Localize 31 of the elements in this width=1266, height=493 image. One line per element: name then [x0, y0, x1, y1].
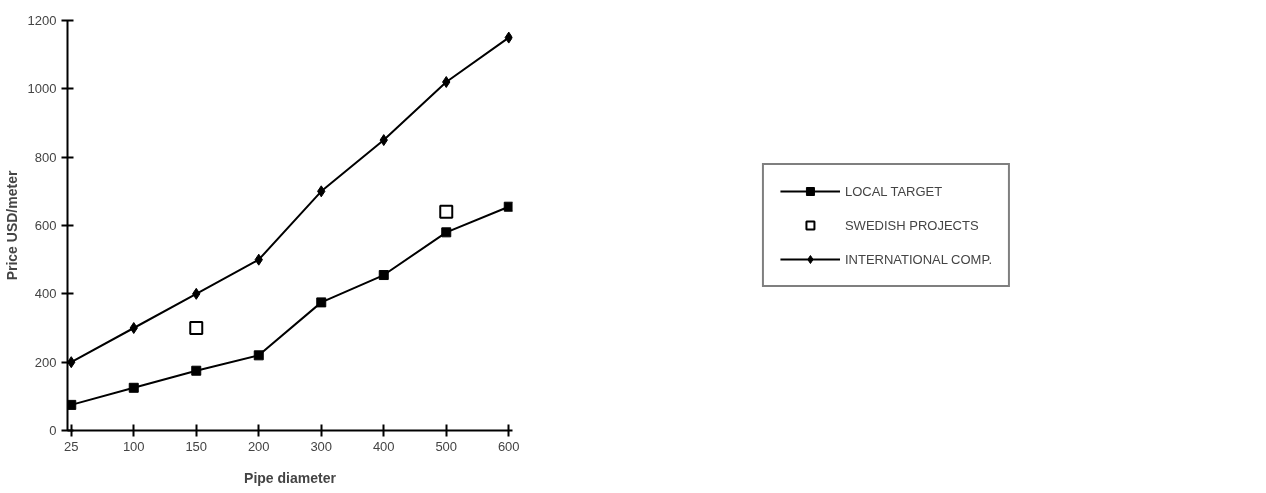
y-tick-label: 600 [34, 218, 57, 233]
x-tick-label: 400 [372, 438, 395, 454]
x-tick-label: 500 [435, 438, 458, 454]
point [441, 227, 452, 238]
point [189, 321, 204, 335]
point [439, 204, 454, 219]
point [128, 382, 139, 393]
x-tick-label: 100 [122, 438, 145, 454]
point [129, 322, 138, 334]
point [378, 270, 389, 281]
y-tick-label: 1000 [27, 81, 57, 97]
x-axis-title: Pipe diameter [244, 469, 337, 486]
point [191, 365, 202, 376]
x-tick-label: 150 [185, 438, 208, 454]
y-axis-title: Price USD/meter [3, 170, 20, 281]
legend-label: INTERNATIONAL COMP. [844, 251, 993, 267]
x-tick-label: 300 [310, 438, 333, 454]
y-tick-label: 1200 [27, 13, 57, 28]
x-tick-label: 25 [64, 438, 79, 454]
y-tick-label: 200 [34, 354, 57, 370]
point [253, 350, 264, 361]
x-tick-label: 600 [497, 438, 520, 454]
legend-label: SWEDISH PROJECTS [844, 217, 979, 233]
point [503, 201, 513, 212]
legend-label: LOCAL TARGET [844, 183, 943, 199]
y-tick-label: 400 [34, 286, 57, 302]
point [442, 76, 451, 88]
y-tick-label: 800 [34, 149, 57, 165]
point [316, 297, 327, 308]
x-tick-label: 200 [247, 438, 270, 454]
y-tick-label: 0 [49, 423, 57, 438]
